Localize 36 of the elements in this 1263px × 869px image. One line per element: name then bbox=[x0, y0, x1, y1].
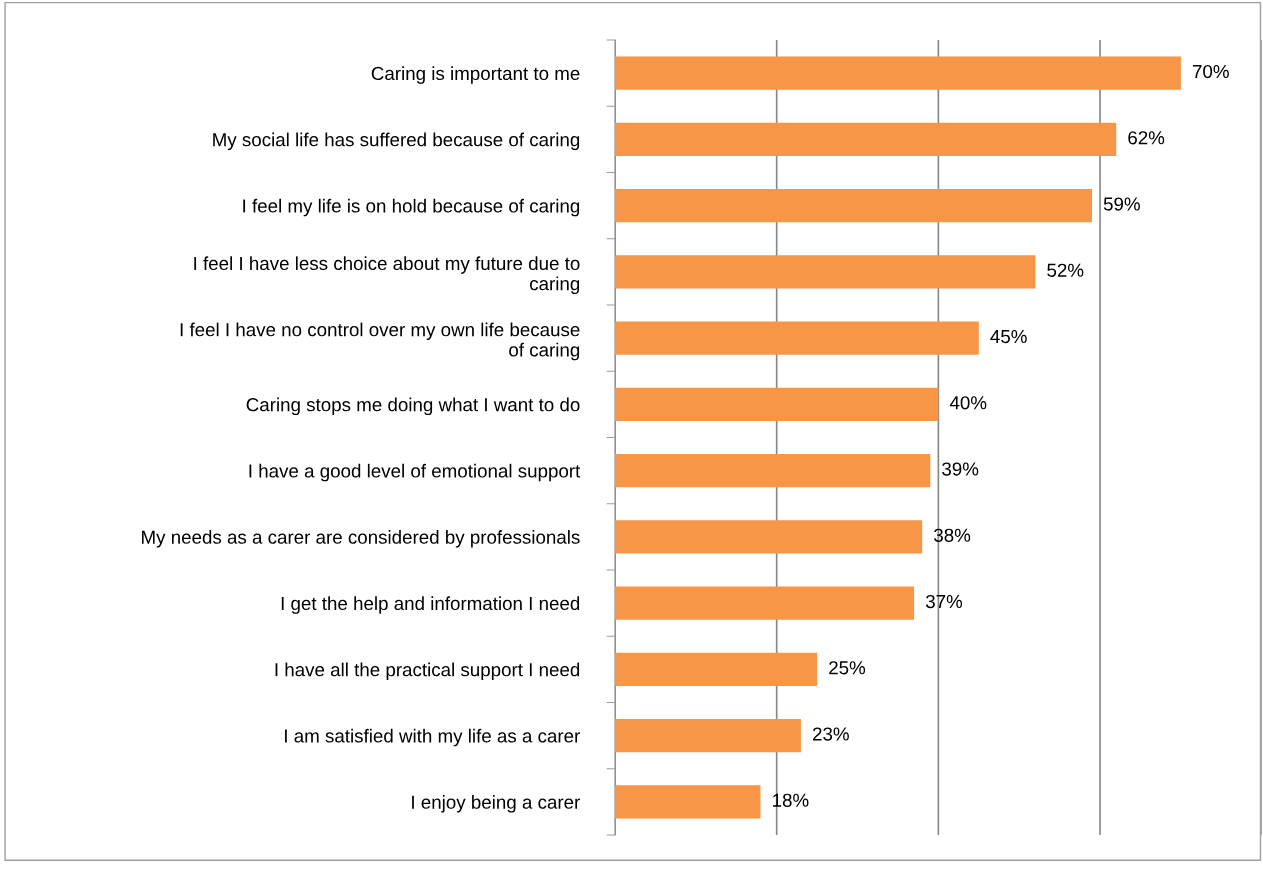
y-tick-label: I feel I have no control over my own life because of caring bbox=[180, 322, 580, 361]
y-tick-label: I feel I have less choice about my future due to caring bbox=[194, 256, 580, 295]
y-tick-label: I have a good level of emotional support bbox=[249, 463, 581, 482]
bar bbox=[615, 122, 1117, 156]
data-label: 62% bbox=[1128, 131, 1165, 145]
bar bbox=[615, 652, 818, 686]
data-label: 18% bbox=[773, 793, 809, 807]
data-label: 23% bbox=[812, 727, 849, 741]
data-label: 52% bbox=[1047, 263, 1084, 277]
y-tick-label: I feel my life is on hold because of caring bbox=[243, 198, 580, 217]
data-label: 40% bbox=[949, 396, 987, 410]
data-label: 25% bbox=[829, 661, 866, 675]
bar bbox=[615, 520, 923, 554]
data-label: 70% bbox=[1192, 64, 1229, 79]
bar bbox=[615, 255, 1036, 289]
bar bbox=[615, 785, 761, 819]
bar bbox=[615, 56, 1181, 90]
data-label: 38% bbox=[934, 528, 971, 542]
bar bbox=[615, 321, 979, 355]
bar bbox=[615, 454, 931, 488]
y-tick-label: I get the help and information I need bbox=[281, 596, 580, 614]
y-tick-label: Caring stops me doing what I want to do bbox=[246, 397, 580, 416]
y-tick-label: I have all the practical support I need bbox=[275, 662, 580, 681]
data-label: 39% bbox=[942, 462, 979, 476]
y-tick-label: My needs as a carer are considered by professionals bbox=[142, 530, 580, 548]
y-tick-label: Caring is important to me bbox=[371, 66, 580, 84]
y-tick-label: My social life has suffered because of caring bbox=[213, 132, 580, 151]
bar bbox=[615, 189, 1092, 223]
bar bbox=[615, 586, 915, 620]
y-tick-label: I enjoy being a carer bbox=[412, 795, 580, 813]
bar bbox=[615, 387, 939, 421]
bar bbox=[615, 719, 801, 753]
y-tick-label: I am satisfied with my life as a carer bbox=[285, 728, 580, 747]
data-label: 59% bbox=[1103, 197, 1140, 211]
data-label: 37% bbox=[925, 594, 963, 609]
data-label: 45% bbox=[990, 329, 1027, 344]
